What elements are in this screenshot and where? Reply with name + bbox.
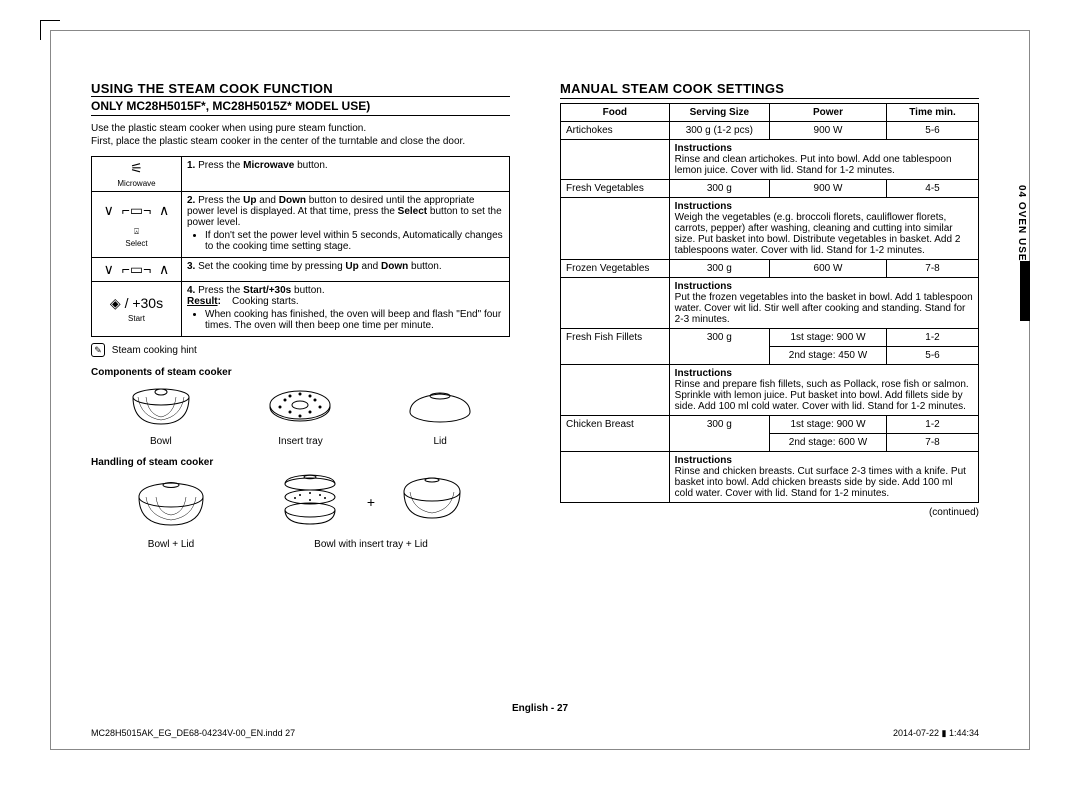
step-body-cell: 1. Press the Microwave button. <box>182 157 510 192</box>
table-row: Fresh Vegetables300 g900 W4-5 <box>561 180 979 198</box>
time-cell: 1-2 <box>887 416 979 434</box>
left-title: USING THE STEAM COOK FUNCTION <box>91 81 510 96</box>
handling-row: Bowl + Lid + <box>91 472 510 550</box>
food-cell: Chicken Breast <box>561 416 670 452</box>
th-power: Power <box>769 104 886 122</box>
time-cell: 5-6 <box>887 347 979 365</box>
step-row: ∨ ⌐▭¬ ∧⍓Select2. Press the Up and Down b… <box>92 192 510 258</box>
food-cell: Fresh Vegetables <box>561 180 670 198</box>
components-row: Bowl Insert tray <box>91 382 510 447</box>
component-label: Bowl <box>150 436 172 447</box>
instr-cell: InstructionsPut the frozen vegetables in… <box>669 278 978 329</box>
left-column: USING THE STEAM COOK FUNCTION ONLY MC28H… <box>51 31 540 749</box>
left-intro: Use the plastic steam cooker when using … <box>91 122 510 148</box>
step-body-cell: 4. Press the Start/+30s button.Result: C… <box>182 282 510 337</box>
power-cell: 900 W <box>769 122 886 140</box>
step-icon-cell: ∨ ⌐▭¬ ∧ <box>92 258 182 282</box>
power-cell: 2nd stage: 600 W <box>769 434 886 452</box>
components-label: Components of steam cooker <box>91 367 510 378</box>
food-cell: Frozen Vegetables <box>561 260 670 278</box>
step-row: ◈ / +30sStart4. Press the Start/+30s but… <box>92 282 510 337</box>
time-cell: 7-8 <box>887 260 979 278</box>
footer-timestamp: 2014-07-22 ▮ 1:44:34 <box>893 728 979 739</box>
component-bowl: Bowl <box>101 382 221 447</box>
size-cell: 300 g <box>669 180 769 198</box>
exploded-icon <box>275 472 345 527</box>
power-cell: 900 W <box>769 180 886 198</box>
time-cell: 4-5 <box>887 180 979 198</box>
handling-bowl-lid: Bowl + Lid <box>111 475 231 550</box>
component-tray: Insert tray <box>240 382 360 447</box>
step-row: ⚟Microwave1. Press the Microwave button. <box>92 157 510 192</box>
instr-cell: InstructionsRinse and clean artichokes. … <box>669 140 978 180</box>
time-cell: 7-8 <box>887 434 979 452</box>
instructions-row: InstructionsRinse and chicken breasts. C… <box>561 452 979 503</box>
hint-text: Steam cooking hint <box>112 345 197 356</box>
right-title: MANUAL STEAM COOK SETTINGS <box>560 81 979 99</box>
footer-file: MC28H5015AK_EG_DE68-04234V-00_EN.indd 27 <box>91 728 295 739</box>
step-row: ∨ ⌐▭¬ ∧3. Set the cooking time by pressi… <box>92 258 510 282</box>
size-cell: 300 g <box>669 329 769 365</box>
manual-page: USING THE STEAM COOK FUNCTION ONLY MC28H… <box>50 30 1030 750</box>
page-number: English - 27 <box>512 703 568 714</box>
time-cell: 1-2 <box>887 329 979 347</box>
table-row: Frozen Vegetables300 g600 W7-8 <box>561 260 979 278</box>
step-icon-cell: ∨ ⌐▭¬ ∧⍓Select <box>92 192 182 258</box>
print-footer: MC28H5015AK_EG_DE68-04234V-00_EN.indd 27… <box>91 728 979 739</box>
handling-label-text: Bowl with insert tray + Lid <box>261 539 481 550</box>
size-cell: 300 g <box>669 416 769 452</box>
component-label: Lid <box>433 436 446 447</box>
th-food: Food <box>561 104 670 122</box>
power-cell: 1st stage: 900 W <box>769 329 886 347</box>
steam-hint: ✎ Steam cooking hint <box>91 343 510 357</box>
table-row: Fresh Fish Fillets300 g1st stage: 900 W1… <box>561 329 979 347</box>
continued-label: (continued) <box>560 507 979 518</box>
hint-icon: ✎ <box>91 343 105 357</box>
component-lid: Lid <box>380 382 500 447</box>
bowl-icon <box>126 382 196 432</box>
instr-cell: InstructionsRinse and chicken breasts. C… <box>669 452 978 503</box>
step-body-cell: 2. Press the Up and Down button to desir… <box>182 192 510 258</box>
instructions-row: InstructionsRinse and clean artichokes. … <box>561 140 979 180</box>
bowl-lid-icon <box>131 475 211 535</box>
handling-label: Handling of steam cooker <box>91 457 510 468</box>
size-cell: 300 g (1-2 pcs) <box>669 122 769 140</box>
settings-table: Food Serving Size Power Time min. Artich… <box>560 103 979 503</box>
steps-table: ⚟Microwave1. Press the Microwave button.… <box>91 156 510 337</box>
table-row: Chicken Breast300 g1st stage: 900 W1-2 <box>561 416 979 434</box>
instructions-row: InstructionsWeigh the vegetables (e.g. b… <box>561 198 979 260</box>
time-cell: 5-6 <box>887 122 979 140</box>
food-cell: Fresh Fish Fillets <box>561 329 670 365</box>
th-size: Serving Size <box>669 104 769 122</box>
handling-label-text: Bowl + Lid <box>148 539 194 550</box>
power-cell: 2nd stage: 450 W <box>769 347 886 365</box>
th-time: Time min. <box>887 104 979 122</box>
step-body-cell: 3. Set the cooking time by pressing Up a… <box>182 258 510 282</box>
side-thumb-index <box>1020 261 1030 321</box>
component-label: Insert tray <box>278 436 322 447</box>
assembled-icon <box>397 472 467 527</box>
left-subtitle: ONLY MC28H5015F*, MC28H5015Z* MODEL USE) <box>91 96 510 116</box>
table-row: Artichokes300 g (1-2 pcs)900 W5-6 <box>561 122 979 140</box>
power-cell: 600 W <box>769 260 886 278</box>
lid-icon <box>405 382 475 432</box>
instructions-row: InstructionsPut the frozen vegetables in… <box>561 278 979 329</box>
intro-line-1: Use the plastic steam cooker when using … <box>91 123 366 134</box>
instr-cell: InstructionsWeigh the vegetables (e.g. b… <box>669 198 978 260</box>
instr-cell: InstructionsRinse and prepare fish fille… <box>669 365 978 416</box>
handling-bowl-tray-lid: + Bowl with insert tray + Lid <box>261 472 481 550</box>
power-cell: 1st stage: 900 W <box>769 416 886 434</box>
step-icon-cell: ⚟Microwave <box>92 157 182 192</box>
size-cell: 300 g <box>669 260 769 278</box>
side-tab: 04 OVEN USE <box>1014 181 1029 266</box>
food-cell: Artichokes <box>561 122 670 140</box>
tray-icon <box>265 382 335 432</box>
plus-icon: + <box>367 494 375 510</box>
table-header-row: Food Serving Size Power Time min. <box>561 104 979 122</box>
step-icon-cell: ◈ / +30sStart <box>92 282 182 337</box>
instructions-row: InstructionsRinse and prepare fish fille… <box>561 365 979 416</box>
right-column: MANUAL STEAM COOK SETTINGS Food Serving … <box>540 31 1029 749</box>
intro-line-2: First, place the plastic steam cooker in… <box>91 136 465 147</box>
